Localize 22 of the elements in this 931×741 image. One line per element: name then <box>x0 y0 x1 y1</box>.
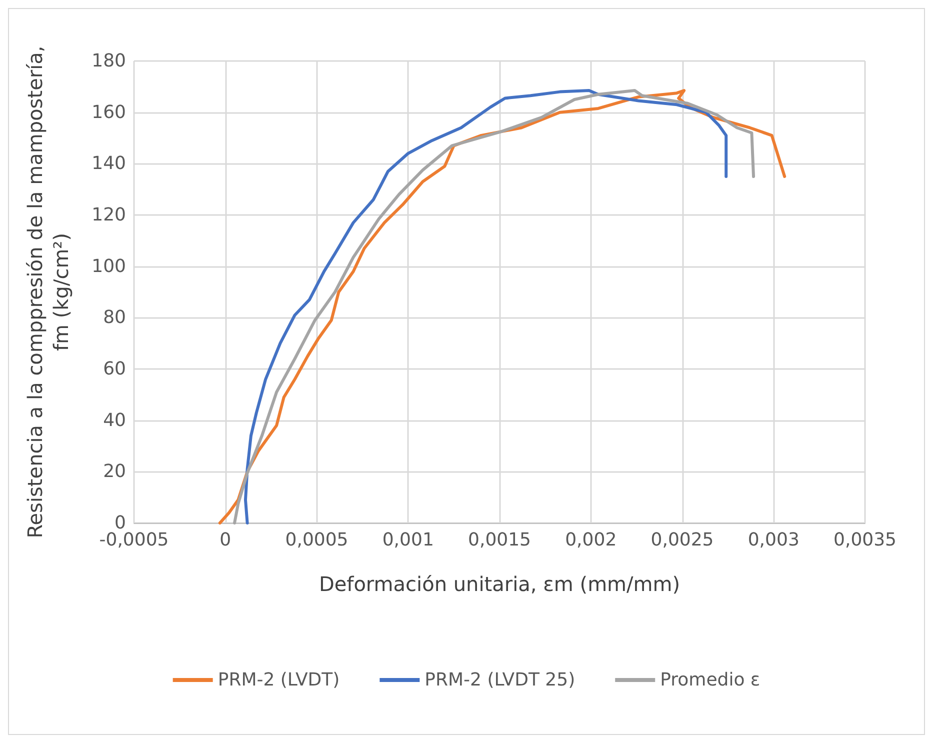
y-tick-label: 100 <box>92 256 126 277</box>
x-tick-label: 0,0015 <box>468 530 531 550</box>
x-tick-label: 0,003 <box>748 530 800 550</box>
x-tick-label: 0,002 <box>565 530 617 550</box>
y-tick-label: 60 <box>103 358 126 380</box>
y-tick-label: 40 <box>103 410 126 431</box>
x-tick-label: 0 <box>220 530 232 550</box>
x-tick-label: 0,0005 <box>285 530 348 550</box>
legend-label: PRM-2 (LVDT) <box>218 670 340 690</box>
y-tick-label: 140 <box>92 153 126 174</box>
x-tick-label: 0,0025 <box>650 530 714 550</box>
legend-label: PRM-2 (LVDT 25) <box>424 670 576 690</box>
x-tick-label: 0,0035 <box>834 530 896 550</box>
x-tick-label: 0,001 <box>382 530 434 550</box>
y-tick-label: 80 <box>103 307 126 328</box>
x-axis-title: Deformación unitaria, εm (mm/mm) <box>318 572 680 596</box>
y-tick-label: 180 <box>92 50 126 72</box>
y-tick-label: 160 <box>92 102 126 123</box>
legend-label: Promedio ε <box>660 670 760 690</box>
y-tick-label: 20 <box>103 461 126 482</box>
y-axis-title: Resistencia a la comppresión de la mampostería, fm (kg/cm²) <box>23 46 73 538</box>
y-tick-label: 120 <box>92 204 126 226</box>
